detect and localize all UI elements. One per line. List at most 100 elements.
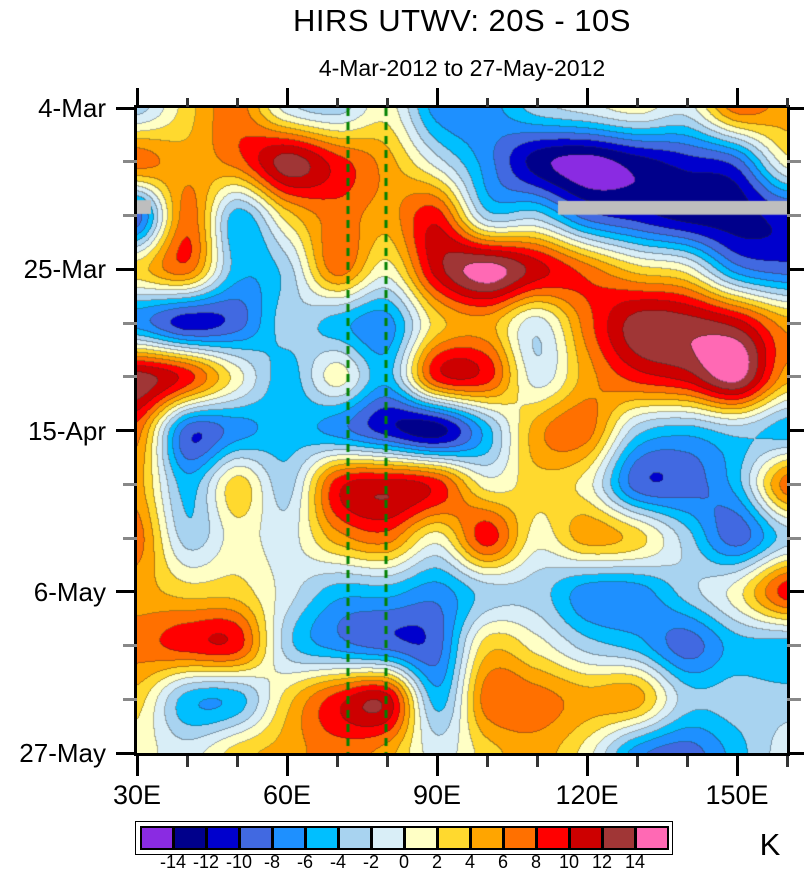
- colorbar-tick-label: 8: [530, 852, 541, 869]
- colorbar-tick-label: -10: [225, 852, 252, 869]
- y-major-tick-left: [116, 751, 137, 755]
- x-minor-tick-bottom: [535, 756, 539, 767]
- x-axis-longitude-label: 90E: [412, 780, 462, 810]
- x-minor-tick-top: [185, 98, 189, 107]
- x-major-tick-bottom: [585, 756, 589, 776]
- x-minor-tick-bottom: [485, 756, 489, 767]
- y-major-tick-left: [116, 267, 137, 271]
- x-minor-tick-top: [635, 98, 639, 107]
- colorbar-tick-label: -12: [192, 852, 219, 869]
- x-major-tick-bottom: [285, 756, 289, 776]
- colorbar-swatch: [305, 826, 339, 850]
- colorbar-swatch: [272, 826, 306, 850]
- colorbar-outline: [135, 821, 673, 855]
- y-major-tick-right: [787, 429, 804, 432]
- contour-plot-canvas: [137, 108, 787, 753]
- colorbar-tick-label: 4: [464, 852, 475, 869]
- date-range-subtitle: 4-Mar-2012 to 27-May-2012: [318, 55, 606, 81]
- x-axis-longitude-label: 150E: [705, 780, 769, 810]
- y-axis-date-label: 27-May: [19, 738, 106, 768]
- y-major-tick-right: [787, 106, 804, 110]
- colorbar-tick-label: 12: [591, 852, 613, 869]
- colorbar-swatch: [635, 826, 669, 850]
- x-major-tick-top: [285, 88, 289, 106]
- y-major-tick-right: [787, 267, 804, 271]
- y-axis-date-label: 25-Mar: [23, 254, 106, 285]
- x-minor-tick-top: [535, 98, 539, 107]
- x-minor-tick-bottom: [785, 756, 789, 767]
- colorbar-swatch: [371, 826, 405, 850]
- y-minor-tick-left: [123, 644, 137, 647]
- y-minor-tick-left: [123, 214, 137, 217]
- x-major-tick-bottom: [735, 756, 739, 776]
- y-minor-tick-left: [123, 482, 137, 486]
- x-minor-tick-bottom: [335, 756, 339, 767]
- y-major-tick-left: [116, 106, 137, 110]
- x-minor-tick-top: [685, 98, 689, 107]
- colorbar-tick-label: -2: [362, 852, 379, 869]
- colorbar-swatch: [536, 826, 570, 850]
- x-minor-tick-top: [235, 98, 239, 107]
- x-axis-longitude-label: 30E: [112, 780, 162, 810]
- colorbar-tick-label: 14: [624, 852, 646, 869]
- x-minor-tick-top: [485, 98, 489, 107]
- x-major-tick-top: [435, 88, 439, 106]
- y-axis-date-label: 6-May: [33, 576, 106, 607]
- colorbar-swatch: [404, 826, 438, 850]
- x-minor-tick-top: [335, 98, 339, 107]
- y-major-tick-right: [787, 590, 804, 594]
- colorbar-swatch: [173, 826, 207, 850]
- colorbar-tick-label: -4: [329, 852, 346, 869]
- colorbar-swatch: [569, 826, 603, 850]
- colorbar-swatch: [602, 826, 636, 850]
- x-minor-tick-bottom: [235, 756, 239, 767]
- colorbar-tick-label: 0: [398, 852, 409, 869]
- x-minor-tick-bottom: [185, 756, 189, 767]
- y-major-tick-right: [787, 751, 804, 755]
- y-minor-tick-right: [787, 644, 801, 647]
- colorbar-tick-label: -14: [159, 852, 186, 869]
- y-minor-tick-left: [123, 160, 137, 164]
- y-minor-tick-right: [787, 321, 801, 325]
- y-major-tick-left: [116, 590, 137, 594]
- plot-frame: [134, 105, 790, 756]
- x-major-tick-bottom: [435, 756, 439, 776]
- colorbar-swatch: [239, 826, 273, 850]
- colorbar-tick-label: 6: [497, 852, 508, 869]
- colorbar-unit-label: K: [759, 827, 781, 862]
- x-minor-tick-top: [385, 98, 389, 107]
- x-minor-tick-bottom: [635, 756, 639, 767]
- y-minor-tick-left: [123, 697, 137, 701]
- x-major-tick-top: [735, 88, 739, 106]
- x-minor-tick-bottom: [385, 756, 389, 767]
- page-title: HIRS UTWV: 20S - 10S: [293, 3, 631, 38]
- y-axis-date-label: 15-Apr: [27, 415, 106, 446]
- x-axis-longitude-label: 120E: [555, 780, 619, 810]
- x-minor-tick-top: [785, 98, 789, 107]
- y-minor-tick-left: [123, 321, 137, 325]
- colorbar-swatch: [470, 826, 504, 850]
- y-minor-tick-right: [787, 482, 801, 486]
- y-major-tick-left: [116, 429, 137, 432]
- y-minor-tick-right: [787, 375, 801, 379]
- x-major-tick-bottom: [135, 756, 139, 776]
- colorbar-swatch: [338, 826, 372, 850]
- x-axis-longitude-label: 60E: [262, 780, 312, 810]
- colorbar-swatch: [206, 826, 240, 850]
- colorbar-swatch: [503, 826, 537, 850]
- colorbar-swatch: [437, 826, 471, 850]
- y-axis-date-label: 4-Mar: [38, 93, 106, 123]
- y-minor-tick-left: [123, 375, 137, 379]
- colorbar-tick-label: 2: [431, 852, 442, 869]
- y-minor-tick-right: [787, 697, 801, 701]
- x-major-tick-top: [135, 88, 139, 106]
- y-minor-tick-right: [787, 214, 801, 217]
- x-major-tick-top: [585, 88, 589, 106]
- colorbar-tick-label: -8: [263, 852, 280, 869]
- y-minor-tick-left: [123, 536, 137, 540]
- x-minor-tick-bottom: [685, 756, 689, 767]
- colorbar-swatch: [140, 826, 174, 850]
- y-minor-tick-right: [787, 536, 801, 540]
- colorbar-tick-label: -6: [296, 852, 313, 869]
